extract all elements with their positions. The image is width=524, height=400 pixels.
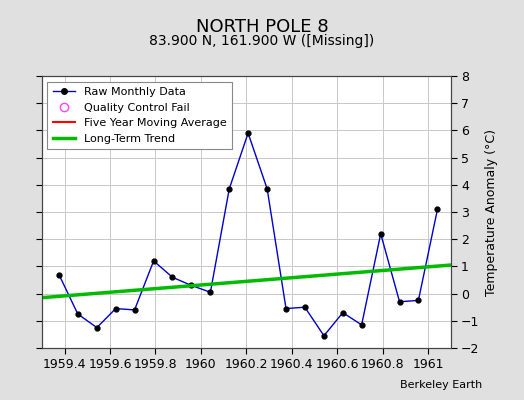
Y-axis label: Temperature Anomaly (°C): Temperature Anomaly (°C) bbox=[485, 128, 498, 296]
Text: 83.900 N, 161.900 W ([Missing]): 83.900 N, 161.900 W ([Missing]) bbox=[149, 34, 375, 48]
Text: Berkeley Earth: Berkeley Earth bbox=[400, 380, 482, 390]
Legend: Raw Monthly Data, Quality Control Fail, Five Year Moving Average, Long-Term Tren: Raw Monthly Data, Quality Control Fail, … bbox=[48, 82, 233, 149]
Text: NORTH POLE 8: NORTH POLE 8 bbox=[195, 18, 329, 36]
